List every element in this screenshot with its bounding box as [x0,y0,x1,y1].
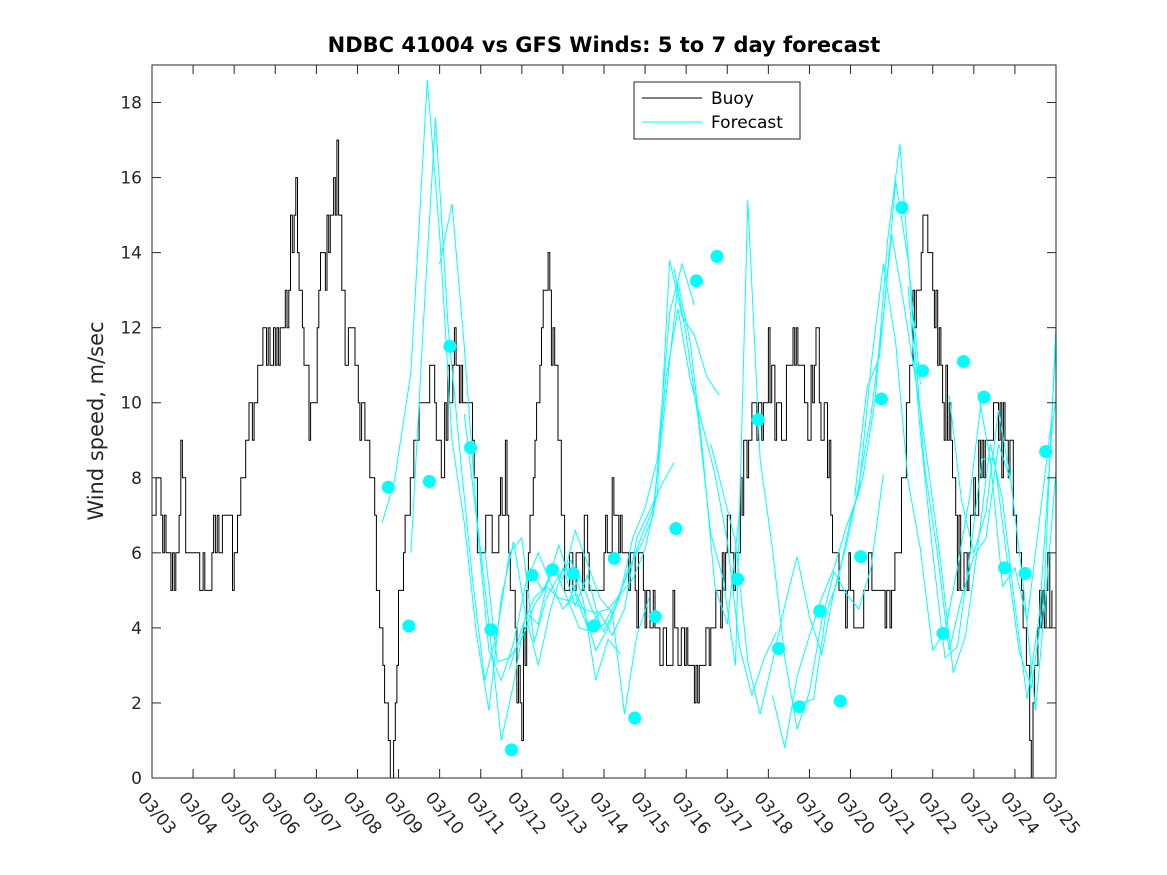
y-tick-label: 6 [131,544,142,564]
y-axis-label: Wind speed, m/sec [84,321,108,520]
forecast-marker-3 [422,475,436,488]
forecast-markers [381,201,1053,757]
forecast-marker-19 [751,413,765,427]
forecast-marker-9 [546,563,560,577]
series-layer [152,79,1056,778]
forecast-marker-5 [464,441,477,455]
forecast-marker-8 [525,568,539,582]
y-tick-label: 10 [120,394,142,414]
forecast-trace-12 [801,143,1012,704]
y-tick-label: 16 [120,169,142,189]
forecast-marker-11 [587,619,601,633]
forecast-trace-9 [673,200,884,730]
forecast-marker-18 [731,572,744,586]
forecast-marker-31 [998,561,1012,575]
forecast-trace-3 [439,203,650,741]
forecast-marker-33 [1039,445,1053,458]
forecast-trace-16 [977,323,1056,621]
forecast-marker-16 [690,274,703,288]
legend-forecast-label: Forecast [711,113,783,133]
y-tick-label: 14 [120,244,142,264]
forecast-marker-24 [854,550,868,564]
forecast-marker-26 [895,201,909,215]
legend: Buoy Forecast [633,81,801,140]
y-tick-label: 4 [131,619,142,639]
forecast-trace-8 [566,308,778,698]
forecast-trace-6 [509,259,720,670]
forecast-marker-30 [977,390,991,404]
forecast-marker-14 [648,610,662,624]
forecast-marker-22 [813,604,827,618]
legend-box [633,81,801,140]
forecast-trace-14 [907,286,1056,689]
y-tick-label: 2 [131,694,142,714]
forecast-marker-10 [566,567,580,580]
forecast-marker-29 [957,355,970,368]
y-tick-label: 12 [120,319,142,339]
forecast-marker-28 [936,627,950,640]
forecast-marker-17 [710,249,724,263]
forecast-marker-2 [402,619,416,633]
forecast-marker-6 [484,623,498,637]
forecast-marker-27 [916,364,929,378]
y-axis-ticks: 0 2 4 6 8 10 12 14 16 18 [120,94,1056,789]
forecast-marker-23 [833,694,847,708]
y-tick-label: 8 [131,469,142,489]
forecast-marker-1 [381,480,395,494]
forecast-marker-13 [628,711,642,725]
legend-buoy-label: Buoy [711,89,754,109]
forecast-marker-12 [607,552,621,565]
plot-area [152,65,1056,778]
forecast-trace-13 [854,233,1056,700]
forecast-marker-25 [874,392,888,406]
forecast-marker-15 [669,522,683,535]
y-tick-label: 18 [120,94,142,114]
y-tick-label: 0 [131,769,142,789]
chart-title: NDBC 41004 vs GFS Winds: 5 to 7 day fore… [328,33,881,57]
forecast-marker-7 [505,743,518,757]
forecast-marker-20 [772,642,786,655]
forecast-marker-4 [443,339,457,353]
forecast-marker-21 [792,700,806,714]
forecast-trace-15 [948,395,1056,711]
forecast-trace-1 [381,79,601,711]
forecast-marker-32 [1018,567,1032,580]
